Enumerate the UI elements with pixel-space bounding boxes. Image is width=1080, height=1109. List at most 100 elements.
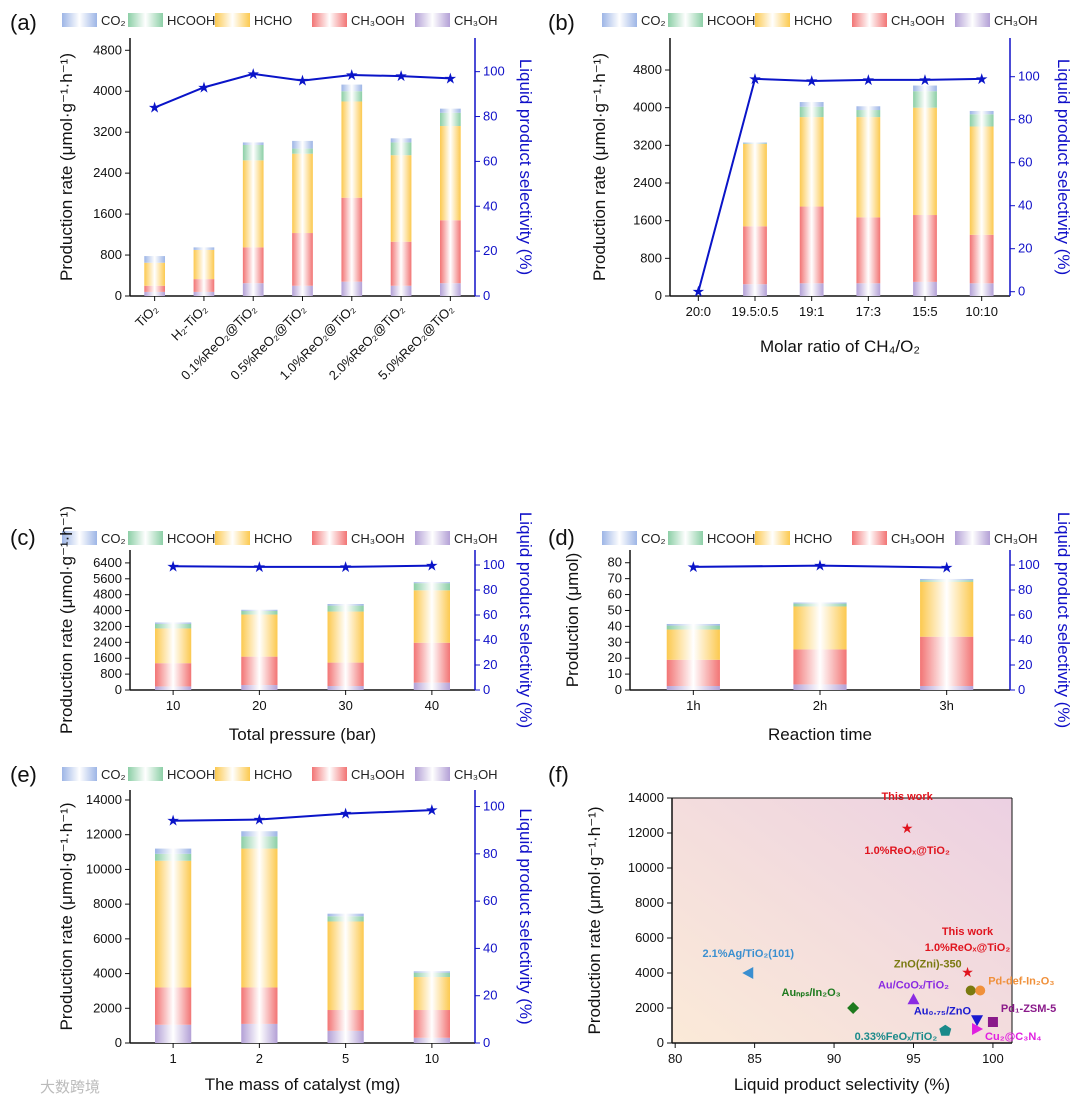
y-tick-label: 12000	[86, 827, 122, 842]
y-tick-label: 2000	[93, 1000, 122, 1015]
bar-segment-CH3OOH	[856, 217, 881, 284]
legend-label-CH3OH: CH₃OH	[454, 767, 498, 782]
y-tick-label: 0	[115, 288, 122, 303]
bar-segment-CO2	[969, 110, 994, 115]
legend-label-CO2: CO₂	[101, 767, 126, 782]
y-axis-title: Production rate (μmol·g⁻¹·h⁻¹)	[57, 802, 76, 1030]
y-tick-label: 2000	[635, 1000, 664, 1015]
legend-label-HCOOH: HCOOH	[167, 531, 215, 546]
bar-segment-HCHO	[413, 590, 450, 643]
bar-segment-CO2	[155, 622, 192, 624]
y2-tick-label: 20	[1018, 241, 1032, 256]
x-tick-label: 30	[338, 698, 352, 713]
bar-segment-CH3OH	[241, 1023, 278, 1043]
bar-segment-HCOOH	[327, 916, 364, 922]
marker-pentagon	[939, 1024, 952, 1036]
selectivity-point-star: ★	[296, 73, 309, 90]
y2-tick-label: 80	[483, 846, 497, 861]
panel-a: (a) CO₂ HCOOH HCHO CH₃OOH CH₃OH08001600240032…	[10, 10, 535, 383]
star-marker: ★	[901, 820, 914, 836]
selectivity-point-star: ★	[197, 79, 210, 96]
bar-segment-CO2	[666, 623, 720, 626]
legend-label-CH3OH: CH₃OH	[454, 13, 498, 28]
legend-label-HCHO: HCHO	[254, 13, 292, 28]
x-tick-label: 100	[982, 1051, 1004, 1066]
bar-segment-HCHO	[913, 107, 937, 216]
selectivity-point-star: ★	[148, 100, 161, 117]
selectivity-point-star: ★	[253, 559, 266, 576]
x-tick-label: TiO₂	[132, 302, 161, 331]
bar-segment-CH3OH	[743, 284, 767, 296]
bar-segment-CH3OOH	[242, 247, 264, 284]
y-tick-label: 4800	[633, 62, 662, 77]
legend-swatch-HCOOH	[668, 13, 703, 27]
bar-segment-HCHO	[292, 153, 313, 234]
bar-segment-CH3OH	[292, 285, 313, 296]
bar-segment-HCOOH	[856, 110, 881, 118]
legend-swatch-HCOOH	[128, 767, 163, 781]
bar-segment-CH3OOH	[241, 656, 278, 686]
y-tick-label: 2400	[93, 634, 122, 649]
marker-circle	[965, 985, 976, 996]
x-axis-title: The mass of catalyst (mg)	[205, 1075, 401, 1094]
y-tick-label: 3200	[93, 618, 122, 633]
y2-tick-label: 80	[1018, 112, 1032, 127]
selectivity-point-star: ★	[345, 67, 358, 84]
legend-swatch-CH3OOH	[312, 531, 347, 545]
bar-segment-CH3OOH	[666, 659, 720, 687]
y-tick-label: 4000	[93, 966, 122, 981]
x-tick-label: 1	[170, 1051, 177, 1066]
selectivity-line	[154, 72, 451, 109]
y-tick-label: 12000	[628, 825, 664, 840]
legend-label-HCHO: HCHO	[254, 767, 292, 782]
y-tick-label: 6400	[93, 555, 122, 570]
bar-segment-HCOOH	[341, 91, 363, 102]
bar-segment-CO2	[413, 582, 450, 584]
bar-segment-CH3OH	[856, 283, 881, 296]
legend-label-CH3OOH: CH₃OOH	[351, 531, 405, 546]
y-tick-label: 3200	[633, 137, 662, 152]
y-tick-label: 6000	[93, 931, 122, 946]
bar-segment-CH3OOH	[743, 226, 767, 285]
bar-segment-CH3OH	[413, 1037, 450, 1043]
legend-label-CH3OOH: CH₃OOH	[891, 13, 945, 28]
selectivity-point-star: ★	[692, 284, 705, 301]
marker-diamond	[847, 1002, 860, 1014]
bar-segment-HCHO	[327, 921, 364, 1011]
bar-segment-HCOOH	[241, 610, 278, 615]
bar-segment-HCOOH	[155, 853, 192, 861]
point-label-2: 1.0%ReOₓ@TiO₂	[925, 942, 1011, 954]
x-tick-label: 17:3	[856, 304, 881, 319]
panel-c: (c) CO₂ HCOOH HCHO CH₃OOH CH₃OH08001600240032…	[10, 506, 535, 744]
panel-letter: (b)	[548, 10, 575, 35]
y-tick-label: 10000	[628, 860, 664, 875]
x-tick-label: 80	[668, 1051, 682, 1066]
panel-letter: (a)	[10, 10, 37, 35]
legend-swatch-CH3OOH	[312, 13, 347, 27]
y-tick-label: 20	[608, 650, 622, 665]
selectivity-point-star: ★	[339, 806, 352, 823]
y2-tick-label: 80	[483, 109, 497, 124]
point-label: 0.33%FeOₓ/TiO₂	[855, 1031, 938, 1043]
bar-segment-CH3OH	[799, 283, 824, 296]
y2-axis-title: Liquid product selectivity (%)	[516, 808, 535, 1024]
bar-segment-CH3OH	[327, 1030, 364, 1043]
y2-tick-label: 0	[483, 288, 490, 303]
selectivity-line	[697, 77, 982, 292]
y2-axis-title: Liquid product selectivity (%)	[1054, 59, 1073, 275]
bar-segment-CH3OOH	[390, 241, 412, 286]
bar-segment-CH3OOH	[413, 1010, 450, 1038]
bar-segment-HCOOH	[666, 625, 720, 630]
point-label: Pd₁-ZSM-5	[1001, 1003, 1056, 1015]
selectivity-point-star: ★	[425, 558, 438, 575]
y-tick-label: 800	[640, 250, 662, 265]
panel-letter: (e)	[10, 762, 37, 787]
selectivity-point-star: ★	[166, 558, 179, 575]
bar-segment-CH3OOH	[793, 649, 847, 685]
selectivity-point-star: ★	[918, 72, 931, 89]
y-axis-title: Production rate (μmol·g⁻¹·h⁻¹)	[57, 53, 76, 281]
y-tick-label: 0	[657, 1035, 664, 1050]
marker-tri-up	[907, 993, 920, 1005]
y-tick-label: 0	[655, 288, 662, 303]
bar-segment-HCOOH	[390, 142, 412, 156]
